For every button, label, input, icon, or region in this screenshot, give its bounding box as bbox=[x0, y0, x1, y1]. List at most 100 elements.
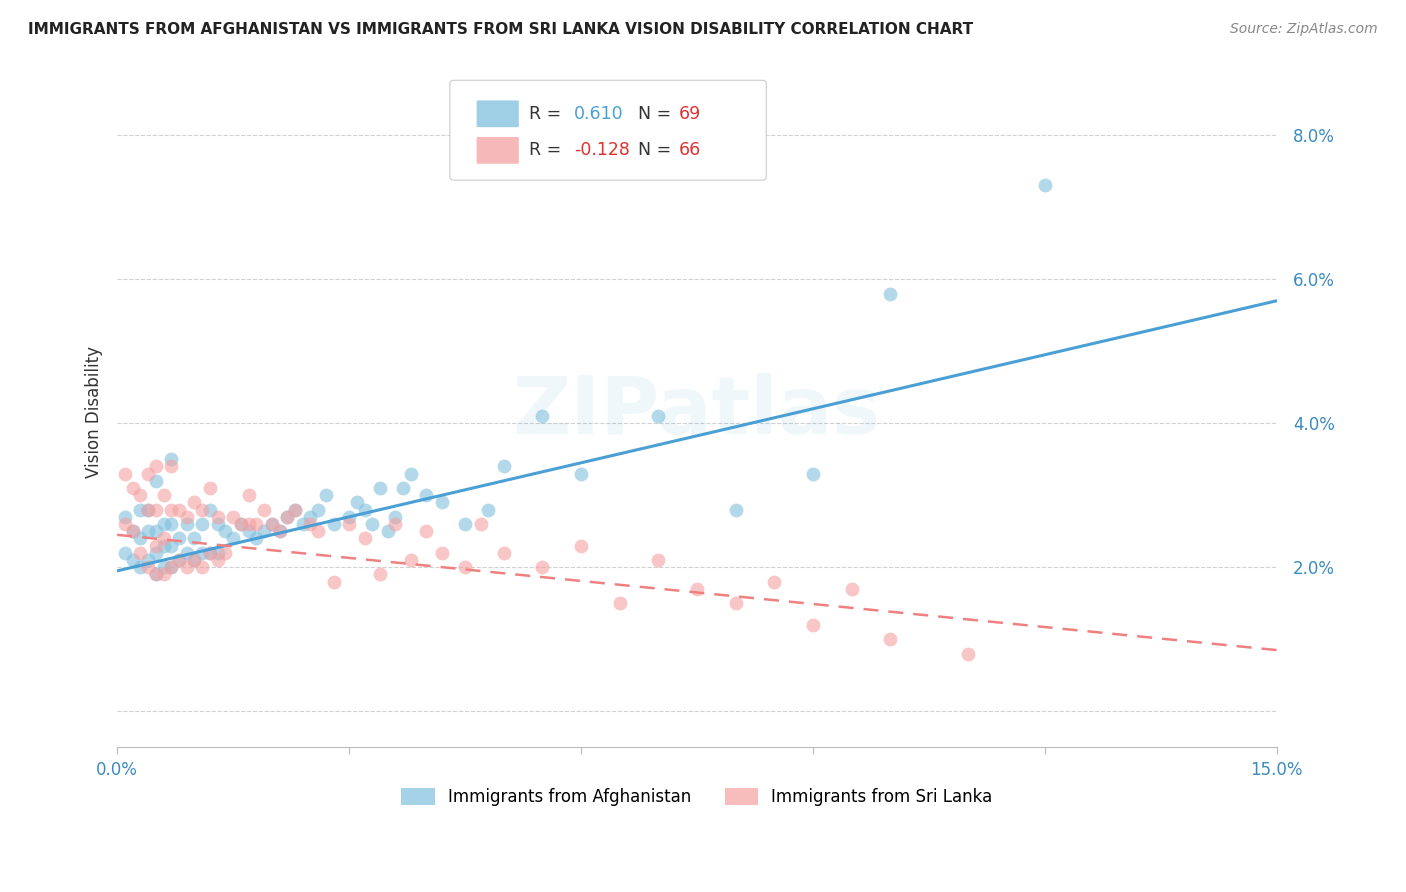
Point bbox=[121, 524, 143, 539]
Point bbox=[307, 502, 329, 516]
Point bbox=[114, 546, 136, 560]
Point bbox=[121, 524, 143, 539]
Point bbox=[647, 553, 669, 567]
Point bbox=[492, 459, 515, 474]
Text: N =: N = bbox=[638, 104, 678, 123]
Point bbox=[260, 516, 283, 531]
Point bbox=[145, 524, 167, 539]
Text: -0.128: -0.128 bbox=[574, 141, 630, 160]
Point bbox=[430, 546, 453, 560]
Legend: Immigrants from Afghanistan, Immigrants from Sri Lanka: Immigrants from Afghanistan, Immigrants … bbox=[395, 781, 1000, 813]
Point bbox=[569, 539, 592, 553]
Point bbox=[214, 546, 236, 560]
Point bbox=[222, 532, 245, 546]
Point bbox=[956, 647, 979, 661]
Point bbox=[299, 516, 322, 531]
Y-axis label: Vision Disability: Vision Disability bbox=[86, 346, 103, 478]
Point bbox=[176, 509, 198, 524]
Point bbox=[337, 516, 360, 531]
Point bbox=[724, 596, 747, 610]
Point bbox=[145, 546, 167, 560]
Point bbox=[415, 488, 437, 502]
Point bbox=[531, 409, 554, 423]
Point bbox=[183, 532, 205, 546]
Point bbox=[191, 560, 214, 574]
Text: ZIPatlas: ZIPatlas bbox=[513, 374, 882, 451]
Point bbox=[291, 516, 314, 531]
Point bbox=[198, 502, 221, 516]
Point bbox=[368, 567, 391, 582]
Point bbox=[129, 488, 152, 502]
Point bbox=[136, 560, 159, 574]
Point bbox=[152, 567, 174, 582]
Point bbox=[346, 495, 368, 509]
Point bbox=[477, 502, 499, 516]
Point bbox=[245, 516, 267, 531]
Point bbox=[686, 582, 709, 596]
Point bbox=[454, 560, 477, 574]
Point bbox=[121, 481, 143, 495]
Point bbox=[176, 516, 198, 531]
Point bbox=[307, 524, 329, 539]
Point bbox=[276, 509, 298, 524]
Point bbox=[269, 524, 291, 539]
Point bbox=[152, 516, 174, 531]
Point bbox=[167, 553, 190, 567]
Point bbox=[160, 560, 183, 574]
Point bbox=[191, 502, 214, 516]
Point bbox=[145, 474, 167, 488]
Point bbox=[136, 502, 159, 516]
Point bbox=[183, 495, 205, 509]
Point bbox=[531, 560, 554, 574]
Point bbox=[160, 502, 183, 516]
Point bbox=[253, 502, 276, 516]
Point bbox=[399, 467, 422, 481]
Point bbox=[315, 488, 337, 502]
Point bbox=[207, 553, 229, 567]
Point bbox=[430, 495, 453, 509]
Point bbox=[392, 481, 415, 495]
Point bbox=[415, 524, 437, 539]
Point bbox=[361, 516, 384, 531]
Point bbox=[322, 574, 344, 589]
Point bbox=[129, 502, 152, 516]
Point bbox=[299, 509, 322, 524]
Point bbox=[145, 459, 167, 474]
Point bbox=[763, 574, 786, 589]
Point bbox=[284, 502, 307, 516]
Point bbox=[841, 582, 863, 596]
Point bbox=[260, 516, 283, 531]
Point bbox=[353, 502, 375, 516]
Point bbox=[160, 560, 183, 574]
Point bbox=[183, 553, 205, 567]
Point bbox=[238, 516, 260, 531]
Point bbox=[167, 502, 190, 516]
Point bbox=[152, 488, 174, 502]
Point bbox=[198, 546, 221, 560]
Point bbox=[160, 539, 183, 553]
Point bbox=[647, 409, 669, 423]
Text: 66: 66 bbox=[679, 141, 702, 160]
Point bbox=[238, 524, 260, 539]
Point bbox=[1033, 178, 1056, 193]
Point bbox=[245, 532, 267, 546]
Point bbox=[229, 516, 252, 531]
Point bbox=[368, 481, 391, 495]
Point bbox=[136, 524, 159, 539]
Point bbox=[377, 524, 399, 539]
Point bbox=[214, 524, 236, 539]
Text: Source: ZipAtlas.com: Source: ZipAtlas.com bbox=[1230, 22, 1378, 37]
Point bbox=[207, 509, 229, 524]
Text: R =: R = bbox=[529, 104, 567, 123]
Point bbox=[136, 467, 159, 481]
Point bbox=[191, 546, 214, 560]
Point bbox=[384, 516, 406, 531]
Point bbox=[129, 560, 152, 574]
Point bbox=[129, 532, 152, 546]
Point bbox=[269, 524, 291, 539]
Point bbox=[198, 546, 221, 560]
Point bbox=[229, 516, 252, 531]
Text: N =: N = bbox=[638, 141, 678, 160]
Point bbox=[160, 516, 183, 531]
Point bbox=[353, 532, 375, 546]
